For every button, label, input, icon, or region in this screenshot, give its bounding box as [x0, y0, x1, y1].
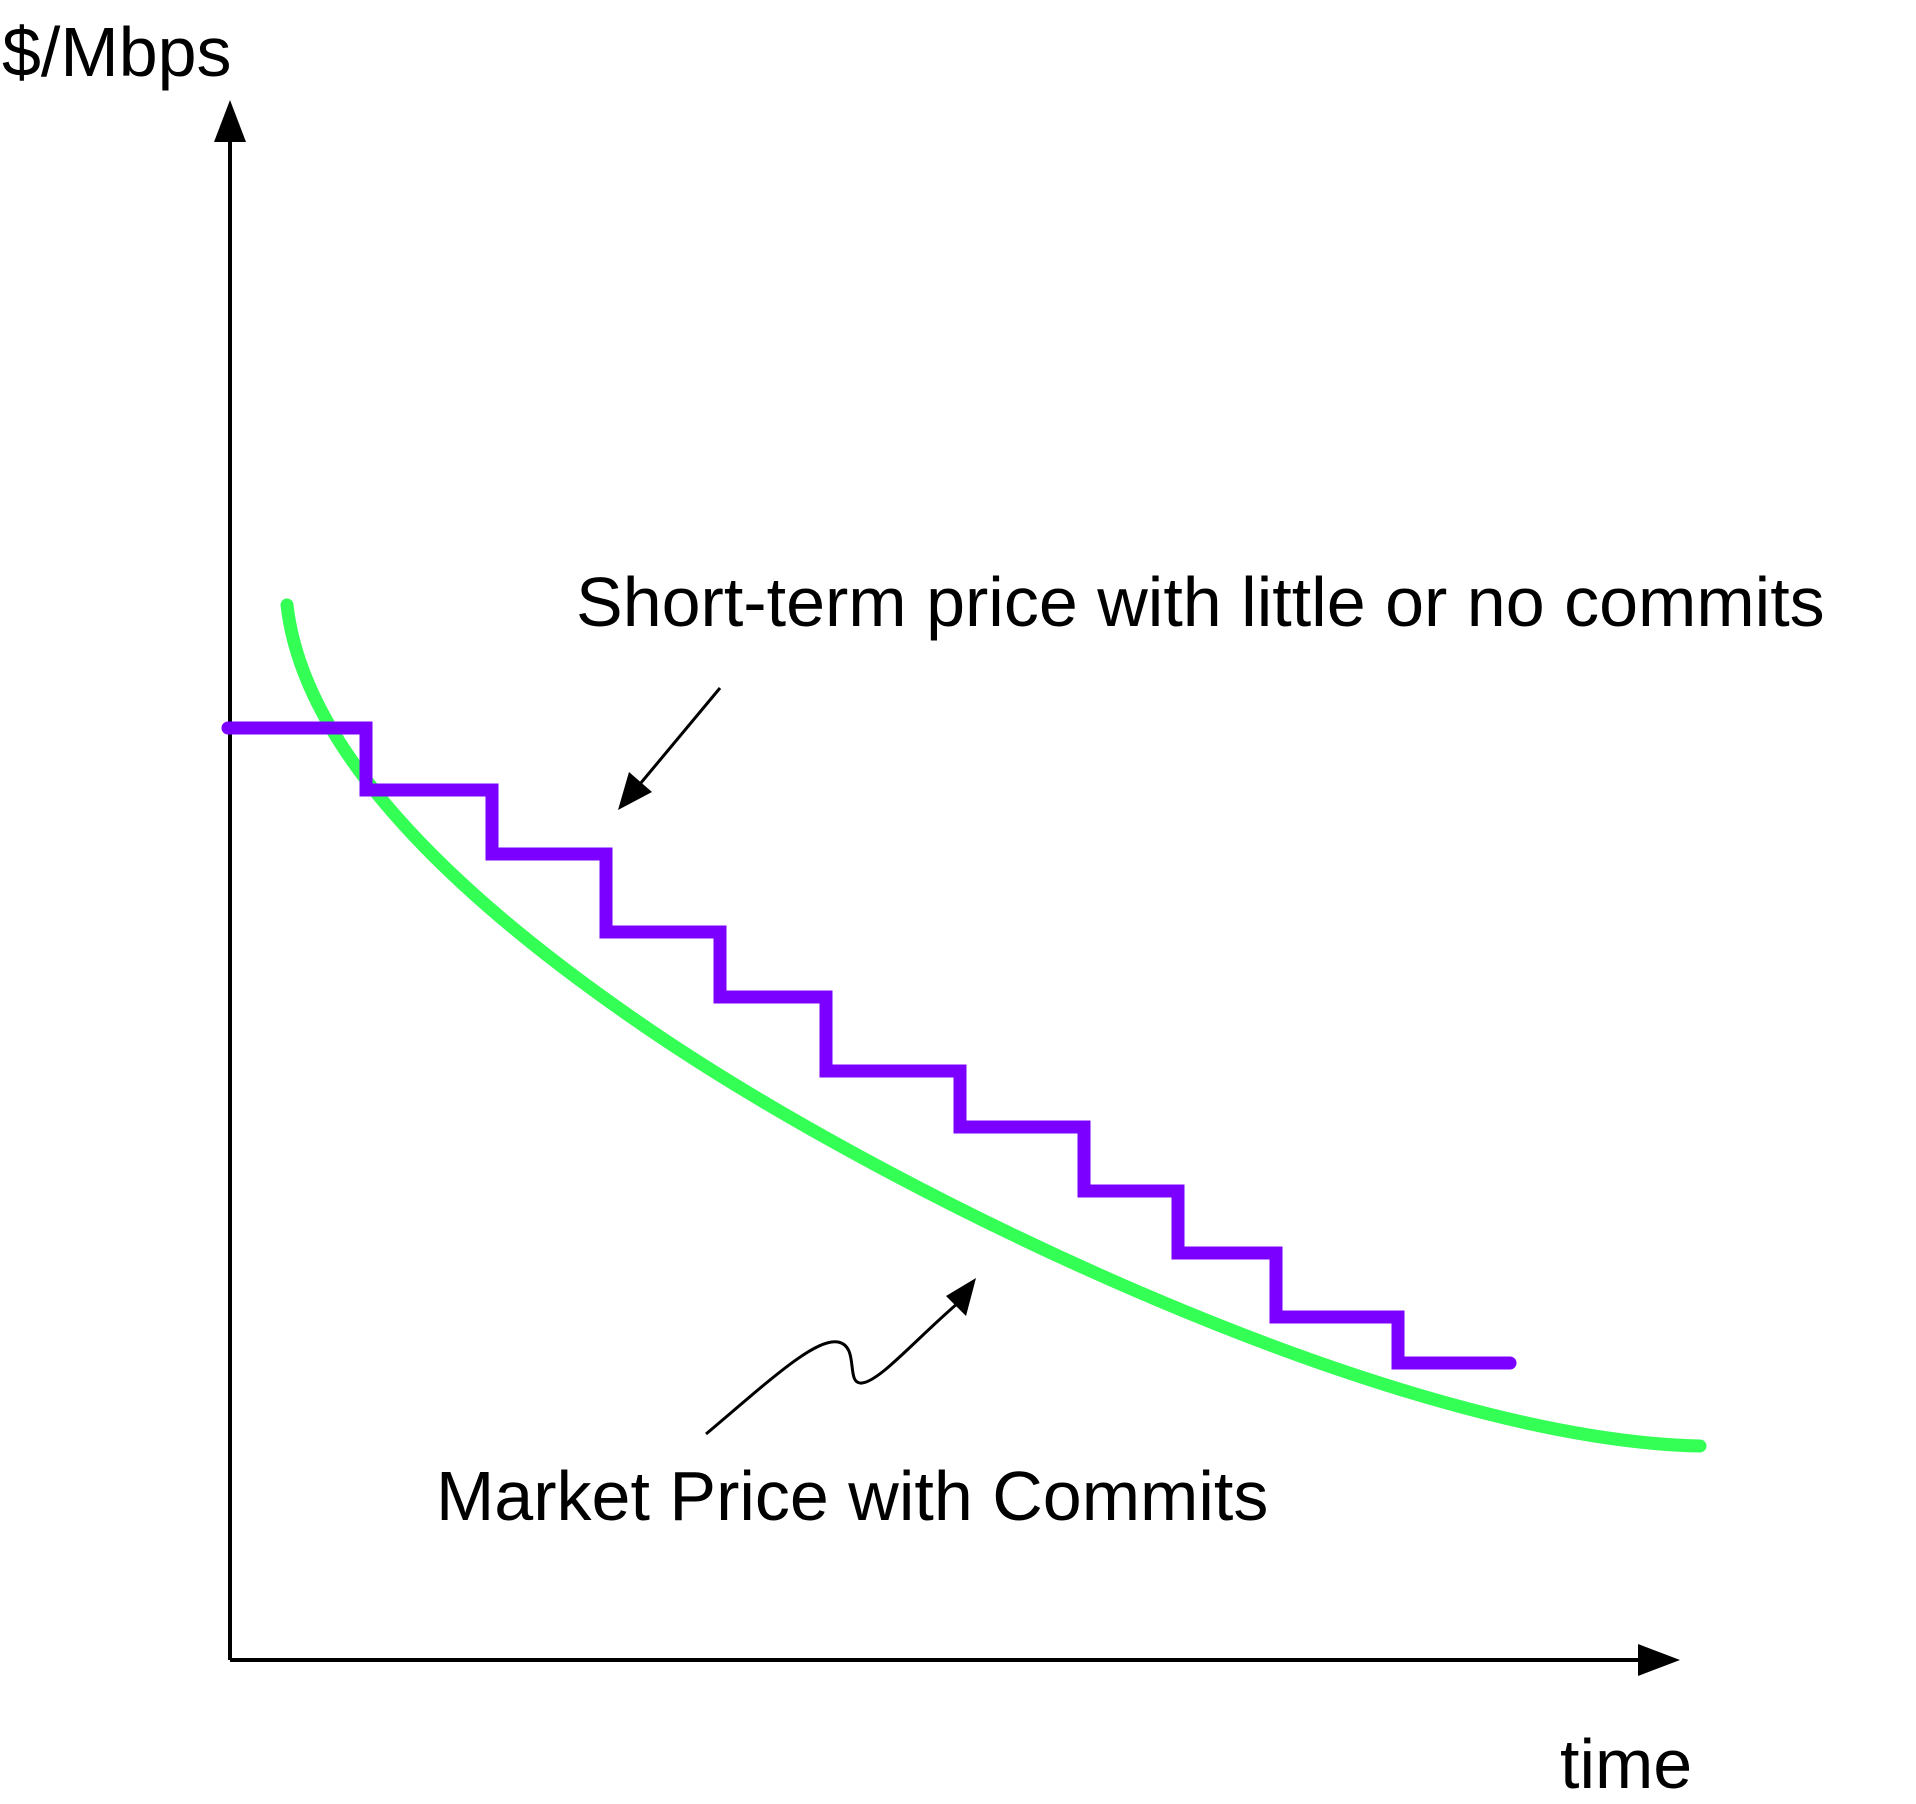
x-axis-title: time — [1560, 1725, 1692, 1803]
y-axis-arrow — [214, 100, 246, 142]
x-axis-arrow — [1638, 1644, 1680, 1676]
market-price-curve — [280, 598, 1707, 1453]
market-price-pointer-head — [946, 1278, 976, 1316]
short-term-price-staircase — [221, 721, 1517, 1370]
market-price-label: Market Price with Commits — [436, 1457, 1268, 1535]
short-term-price-label: Short-term price with little or no commi… — [576, 563, 1825, 641]
short-term-price-pointer-head — [618, 772, 652, 810]
market-price-pointer — [705, 1301, 959, 1436]
y-axis-title: $/Mbps — [2, 13, 232, 91]
short-term-price-pointer — [638, 687, 722, 785]
